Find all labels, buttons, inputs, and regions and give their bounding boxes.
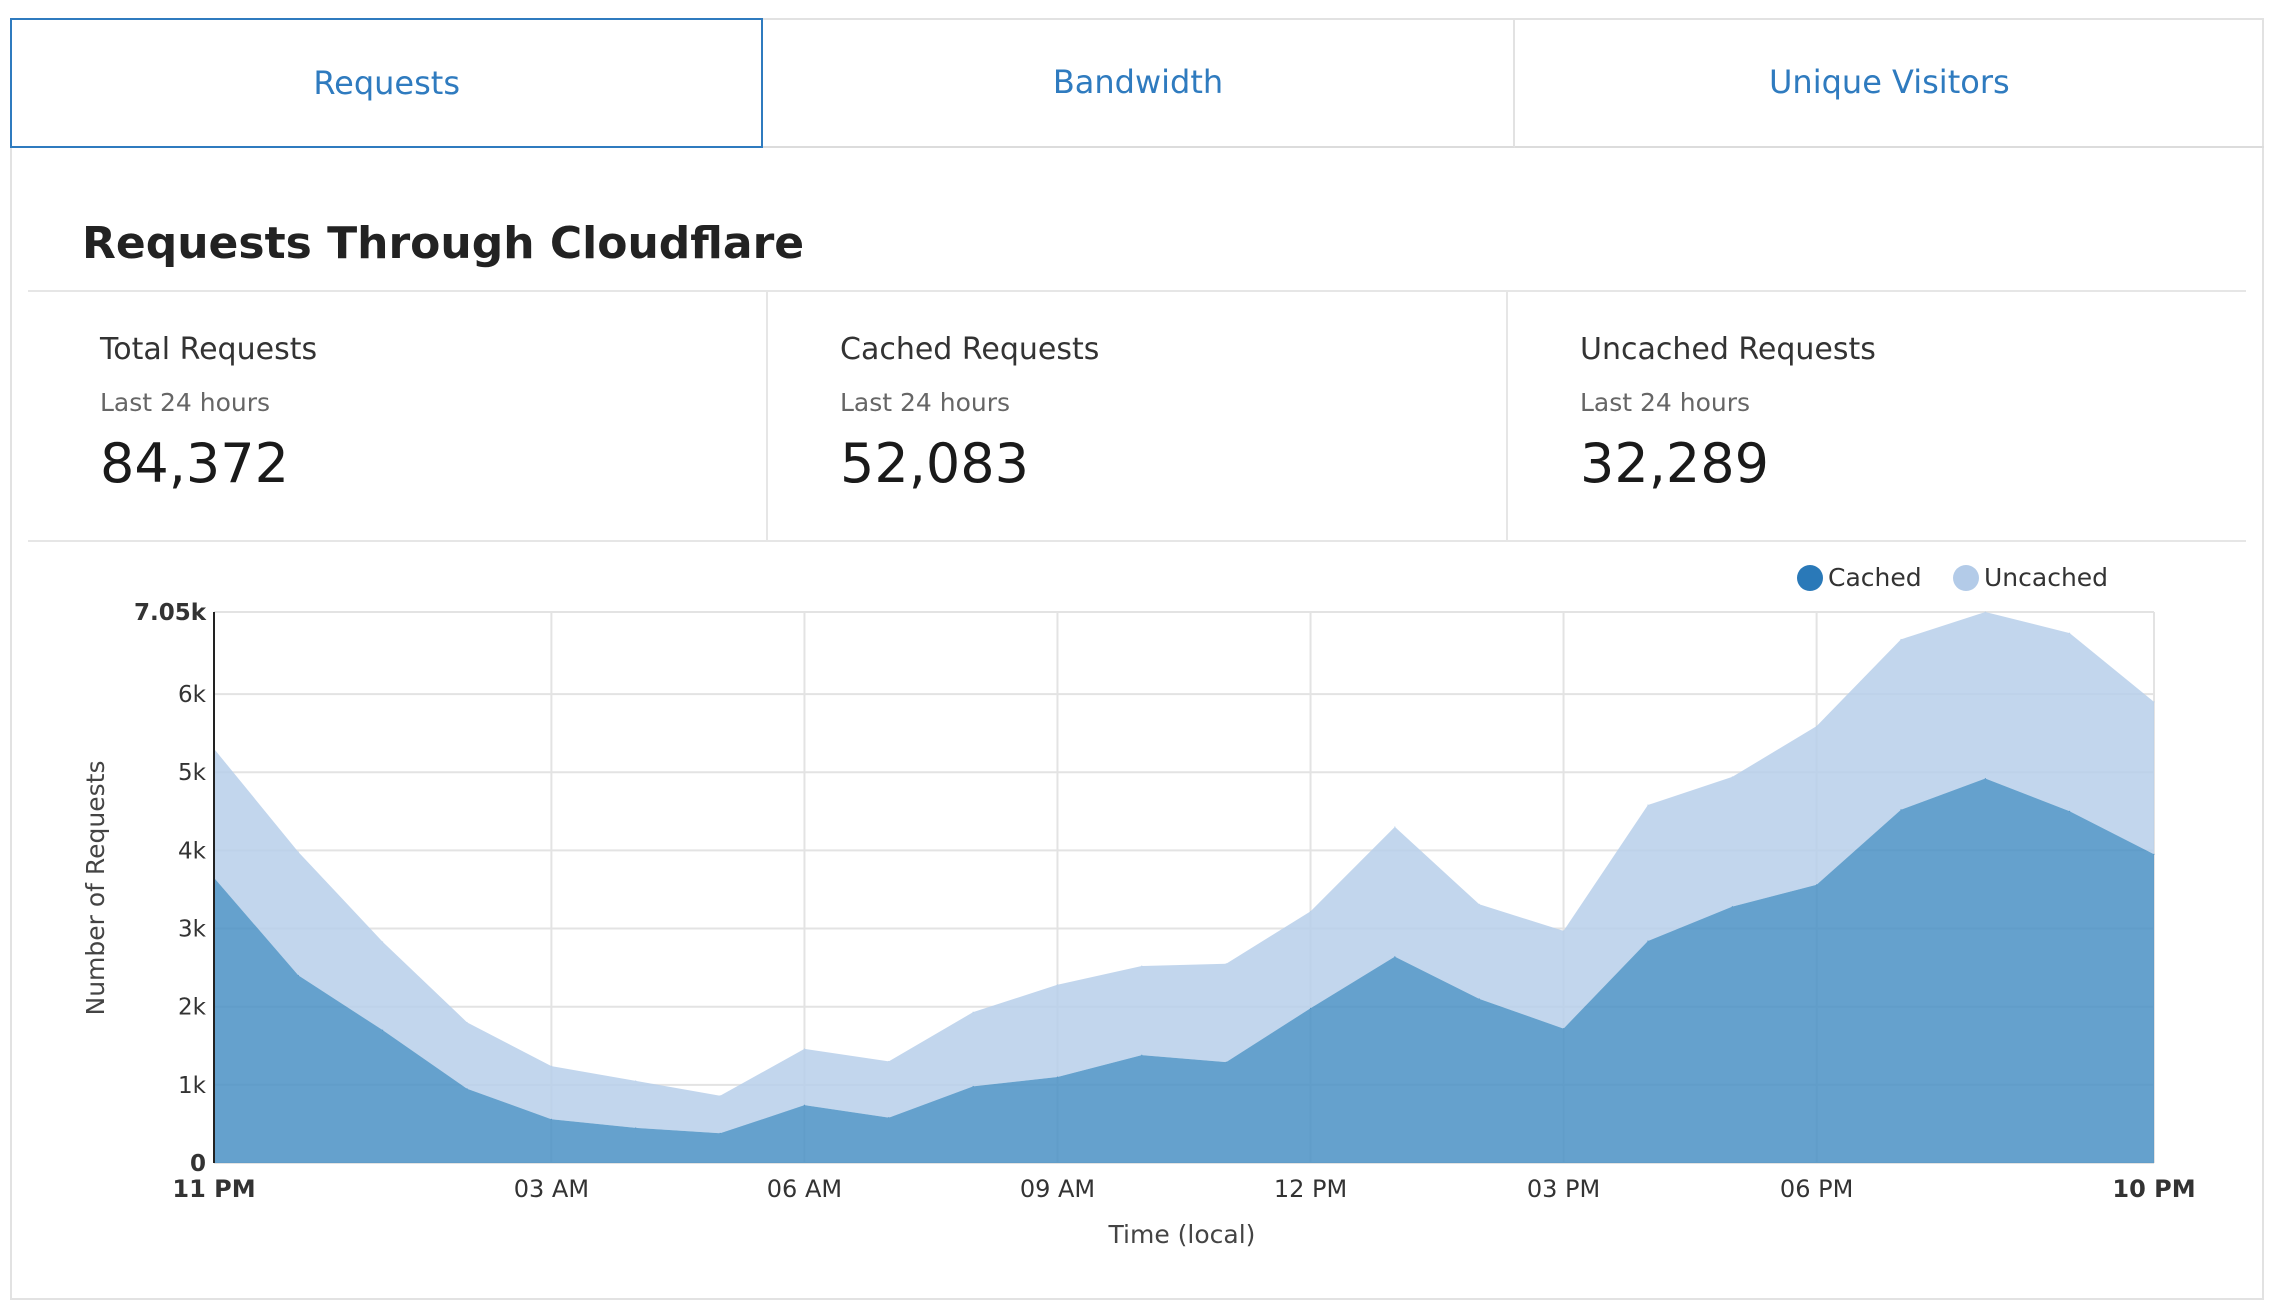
stats-row: Total Requests Last 24 hours 84,372 Cach… — [28, 292, 2246, 540]
data-point-cached — [635, 1127, 637, 1129]
tab-bandwidth[interactable]: Bandwidth — [763, 18, 1515, 148]
legend-swatch-uncached — [1953, 565, 1979, 591]
x-tick-label: 03 PM — [1527, 1175, 1600, 1203]
tab-unique-visitors[interactable]: Unique Visitors — [1514, 18, 2264, 148]
data-point-uncached — [1563, 930, 1565, 932]
stat-value: 32,289 — [1580, 432, 1769, 495]
y-tick-label: 4k — [178, 838, 207, 864]
stat-label: Cached Requests — [840, 332, 1100, 367]
data-point-cached — [297, 974, 299, 976]
data-point-uncached — [1225, 963, 1227, 965]
data-point-cached — [803, 1104, 805, 1106]
legend-label-uncached: Uncached — [1984, 563, 2108, 592]
stat-period: Last 24 hours — [100, 388, 271, 417]
data-point-cached — [2153, 853, 2155, 855]
data-point-uncached — [1731, 776, 1733, 778]
data-point-uncached — [1984, 611, 1986, 613]
y-tick-label: 5k — [178, 760, 207, 786]
stat-label: Total Requests — [100, 332, 318, 367]
data-point-cached — [972, 1085, 974, 1087]
stat-cached-requests: Cached Requests Last 24 hours 52,083 — [768, 292, 1508, 540]
data-point-cached — [1816, 884, 1818, 886]
y-tick-label: 2k — [178, 995, 207, 1021]
y-axis-title: Number of Requests — [81, 761, 110, 1016]
data-point-cached — [1647, 940, 1649, 942]
y-tick-label: 1k — [178, 1073, 207, 1099]
stat-value: 84,372 — [100, 432, 289, 495]
data-point-uncached — [1647, 804, 1649, 806]
data-point-uncached — [719, 1095, 721, 1097]
stat-total-requests: Total Requests Last 24 hours 84,372 — [28, 292, 768, 540]
y-tick-label: 3k — [178, 917, 207, 943]
data-point-cached — [1478, 998, 1480, 1000]
data-point-uncached — [803, 1048, 805, 1050]
data-point-uncached — [550, 1065, 552, 1067]
data-point-cached — [719, 1132, 721, 1134]
data-point-uncached — [2069, 632, 2071, 634]
data-point-cached — [1563, 1028, 1565, 1030]
data-point-uncached — [635, 1080, 637, 1082]
x-tick-label: 09 AM — [1020, 1175, 1095, 1203]
data-point-uncached — [466, 1021, 468, 1023]
tab-requests[interactable]: Requests — [10, 18, 764, 148]
section-title: Requests Through Cloudflare — [82, 218, 805, 269]
tab-bandwidth-label: Bandwidth — [1052, 63, 1224, 101]
data-point-uncached — [1816, 725, 1818, 727]
area-series-uncached — [214, 612, 2154, 1134]
data-point-cached — [466, 1088, 468, 1090]
data-point-uncached — [1141, 965, 1143, 967]
x-tick-label: 10 PM — [2112, 1175, 2195, 1203]
tab-bar: Requests Bandwidth Unique Visitors — [10, 18, 2264, 148]
data-point-uncached — [1900, 638, 1902, 640]
data-point-uncached — [1394, 826, 1396, 828]
data-point-cached — [1225, 1061, 1227, 1063]
data-point-cached — [1394, 956, 1396, 958]
data-point-cached — [382, 1029, 384, 1031]
data-point-uncached — [2153, 701, 2155, 703]
x-tick-label: 06 PM — [1780, 1175, 1853, 1203]
data-point-uncached — [382, 941, 384, 943]
x-tick-label: 11 PM — [172, 1175, 255, 1203]
stat-label: Uncached Requests — [1580, 332, 1876, 367]
y-tick-label: 7.05k — [134, 600, 207, 626]
stat-period: Last 24 hours — [840, 388, 1011, 417]
data-point-cached — [1141, 1054, 1143, 1056]
area-series-cached — [214, 778, 2154, 1163]
data-point-uncached — [297, 851, 299, 853]
data-point-uncached — [1478, 903, 1480, 905]
x-tick-label: 03 AM — [514, 1175, 589, 1203]
stat-value: 52,083 — [840, 432, 1029, 495]
data-point-cached — [1310, 1007, 1312, 1009]
stat-uncached-requests: Uncached Requests Last 24 hours 32,289 — [1508, 292, 2246, 540]
tab-requests-label: Requests — [313, 64, 460, 102]
data-point-cached — [888, 1117, 890, 1119]
data-point-cached — [1984, 777, 1986, 779]
legend-swatch-cached — [1797, 565, 1823, 591]
chart-svg: 0 1k 2k 3k 4k 5k 6k 7.05k 11 PM 03 AM 06 AM 09 AM 12… — [81, 563, 2196, 1249]
data-point-uncached — [1310, 910, 1312, 912]
y-tick-label: 6k — [178, 682, 207, 708]
x-tick-label: 06 AM — [767, 1175, 842, 1203]
legend-label-cached: Cached — [1828, 563, 1922, 592]
x-axis-title: Time (local) — [1108, 1220, 1256, 1249]
tab-unique-visitors-label: Unique Visitors — [1769, 63, 2010, 101]
divider-top — [28, 290, 2246, 292]
data-point-uncached — [972, 1011, 974, 1013]
data-point-cached — [1731, 906, 1733, 908]
requests-chart: 0 1k 2k 3k 4k 5k 6k 7.05k 11 PM 03 AM 06 AM 09 AM 12… — [0, 540, 2276, 1260]
y-tick-label: 0 — [190, 1151, 206, 1177]
data-point-cached — [1056, 1076, 1058, 1078]
divider-bottom — [28, 540, 2246, 542]
data-point-cached — [2069, 810, 2071, 812]
stat-period: Last 24 hours — [1580, 388, 1751, 417]
data-point-uncached — [1056, 984, 1058, 986]
data-point-cached — [550, 1118, 552, 1120]
data-point-uncached — [888, 1060, 890, 1062]
x-tick-label: 12 PM — [1274, 1175, 1347, 1203]
data-point-cached — [1900, 809, 1902, 811]
